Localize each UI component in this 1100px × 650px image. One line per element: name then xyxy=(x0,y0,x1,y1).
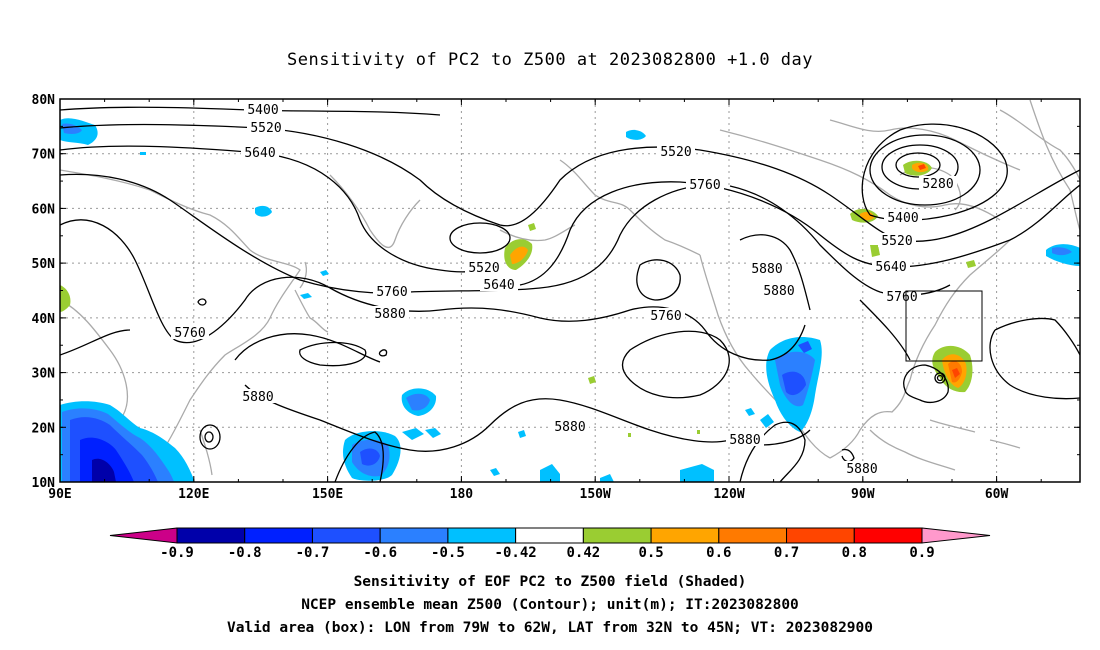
contour-label: 5760 xyxy=(886,290,917,305)
colorbar-label: -0.8 xyxy=(228,545,262,561)
lon-label: 60W xyxy=(985,487,1009,502)
colorbar-high-triangle xyxy=(921,527,991,544)
lat-label: 50N xyxy=(32,257,56,272)
contour-label: 5520 xyxy=(881,234,912,249)
valid-area-box xyxy=(905,290,983,362)
caption-line-2: NCEP ensemble mean Z500 (Contour); unit(… xyxy=(301,597,799,613)
contour-label: 5640 xyxy=(875,260,906,275)
contour-label-bg xyxy=(171,325,209,339)
lat-label: 60N xyxy=(32,202,56,217)
caption-line-1: Sensitivity of EOF PC2 to Z500 field (Sh… xyxy=(353,574,747,590)
colorbar-segment xyxy=(176,527,246,544)
contour-label-bg xyxy=(244,102,282,116)
contour-label: 5880 xyxy=(751,262,782,277)
lon-label: 90W xyxy=(851,487,875,502)
contour-label-bg xyxy=(247,120,285,134)
colorbar-segment xyxy=(853,527,923,544)
colorbar-segment xyxy=(786,527,855,544)
colorbar-low-triangle xyxy=(109,527,178,544)
contour-label-bg xyxy=(241,145,279,159)
lat-label: 70N xyxy=(32,148,56,163)
lon-label: 120E xyxy=(178,487,209,502)
contour-label: 5880 xyxy=(242,390,273,405)
colorbar-segment xyxy=(582,527,652,544)
colorbar-label: 0.6 xyxy=(706,545,731,561)
colorbar-segment xyxy=(718,527,788,544)
colorbar-label: 0.5 xyxy=(638,545,663,561)
contour-label: 5760 xyxy=(376,285,407,300)
contour-label-bg xyxy=(843,461,881,475)
colorbar-segment xyxy=(311,527,381,544)
colorbar-label: -0.7 xyxy=(296,545,330,561)
contour-label-bg xyxy=(373,284,411,298)
contour-label-bg xyxy=(551,419,589,433)
contour-label: 5520 xyxy=(660,145,691,160)
contour-label: 5640 xyxy=(244,146,275,161)
contour-label-bg xyxy=(878,233,916,247)
lon-label: 150W xyxy=(580,487,611,502)
contour-label: 5400 xyxy=(247,103,278,118)
contour-label: 5880 xyxy=(846,462,877,477)
axis-ticks xyxy=(59,98,1080,483)
colorbar-segment xyxy=(515,527,584,544)
contour-labels: 5400 5520 5640 5520 5760 5280 5400 5520 5520 5640… xyxy=(171,102,957,477)
contour-label-bg xyxy=(919,176,957,190)
lat-label: 80N xyxy=(32,93,56,108)
contour-label: 5520 xyxy=(468,261,499,276)
colorbar-label: 0.42 xyxy=(567,545,601,561)
lon-labels: 90E 120E 150E 180 150W 120W 90W 60W xyxy=(48,487,1008,502)
contour-label: 5880 xyxy=(374,307,405,322)
lon-label: 90E xyxy=(48,487,71,502)
lon-label: 120W xyxy=(713,487,744,502)
sensitivity-shading xyxy=(60,118,1080,482)
contour-label: 5280 xyxy=(922,177,953,192)
contour-label-bg xyxy=(748,261,786,275)
colorbar: -0.9 -0.8 -0.7 -0.6 -0.5 -0.42 0.42 0.5 0.6 0.7 0.… xyxy=(109,527,991,561)
contour-label-bg xyxy=(884,210,922,224)
contour-label-bg xyxy=(686,177,724,191)
contour-label: 5760 xyxy=(689,178,720,193)
contour-label: 5520 xyxy=(250,121,281,136)
contour-label-bg xyxy=(760,283,798,297)
lon-label: 150E xyxy=(312,487,343,502)
coastlines xyxy=(60,99,1080,482)
map-title: Sensitivity of PC2 to Z500 at 2023082800… xyxy=(286,50,813,70)
contour-label-bg xyxy=(883,289,921,303)
contour-label-bg xyxy=(239,389,277,403)
contour-label: 5760 xyxy=(650,309,681,324)
contour-label: 5880 xyxy=(554,420,585,435)
lat-label: 40N xyxy=(32,312,56,327)
colorbar-segment xyxy=(244,527,313,544)
lon-label: 180 xyxy=(450,487,474,502)
contour-label-bg xyxy=(371,306,409,320)
contour-label-bg xyxy=(726,432,764,446)
lat-label: 10N xyxy=(32,476,56,491)
colorbar-label: -0.6 xyxy=(363,545,397,561)
colorbar-label: 0.9 xyxy=(909,545,934,561)
lat-label: 20N xyxy=(32,421,56,436)
contour-label: 5880 xyxy=(763,284,794,299)
colorbar-segment xyxy=(447,527,517,544)
colorbar-label: -0.5 xyxy=(431,545,465,561)
contour-label-bg xyxy=(465,260,503,274)
colorbar-label: -0.42 xyxy=(495,545,537,561)
caption-line-3: Valid area (box): LON from 79W to 62W, L… xyxy=(226,620,873,636)
contour-label: 5640 xyxy=(483,278,514,293)
map-plot-area: 5400 5520 5640 5520 5760 5280 5400 5520 5520 5640… xyxy=(60,99,1080,482)
colorbar-label: 0.8 xyxy=(842,545,867,561)
contour-label-bg xyxy=(647,308,685,322)
contour-label-bg xyxy=(872,259,910,273)
contour-label: 5880 xyxy=(729,433,760,448)
colorbar-segment xyxy=(650,527,720,544)
contour-label-bg xyxy=(657,144,695,158)
contour-label: 5760 xyxy=(174,326,205,341)
contour-label-bg xyxy=(480,277,518,291)
contour-label: 5400 xyxy=(887,211,918,226)
lat-label: 30N xyxy=(32,367,56,382)
colorbar-label: 0.7 xyxy=(774,545,799,561)
colorbar-segment xyxy=(379,527,449,544)
lat-labels: 80N 70N 60N 50N 40N 30N 20N 10N xyxy=(32,93,56,491)
colorbar-label: -0.9 xyxy=(160,545,194,561)
